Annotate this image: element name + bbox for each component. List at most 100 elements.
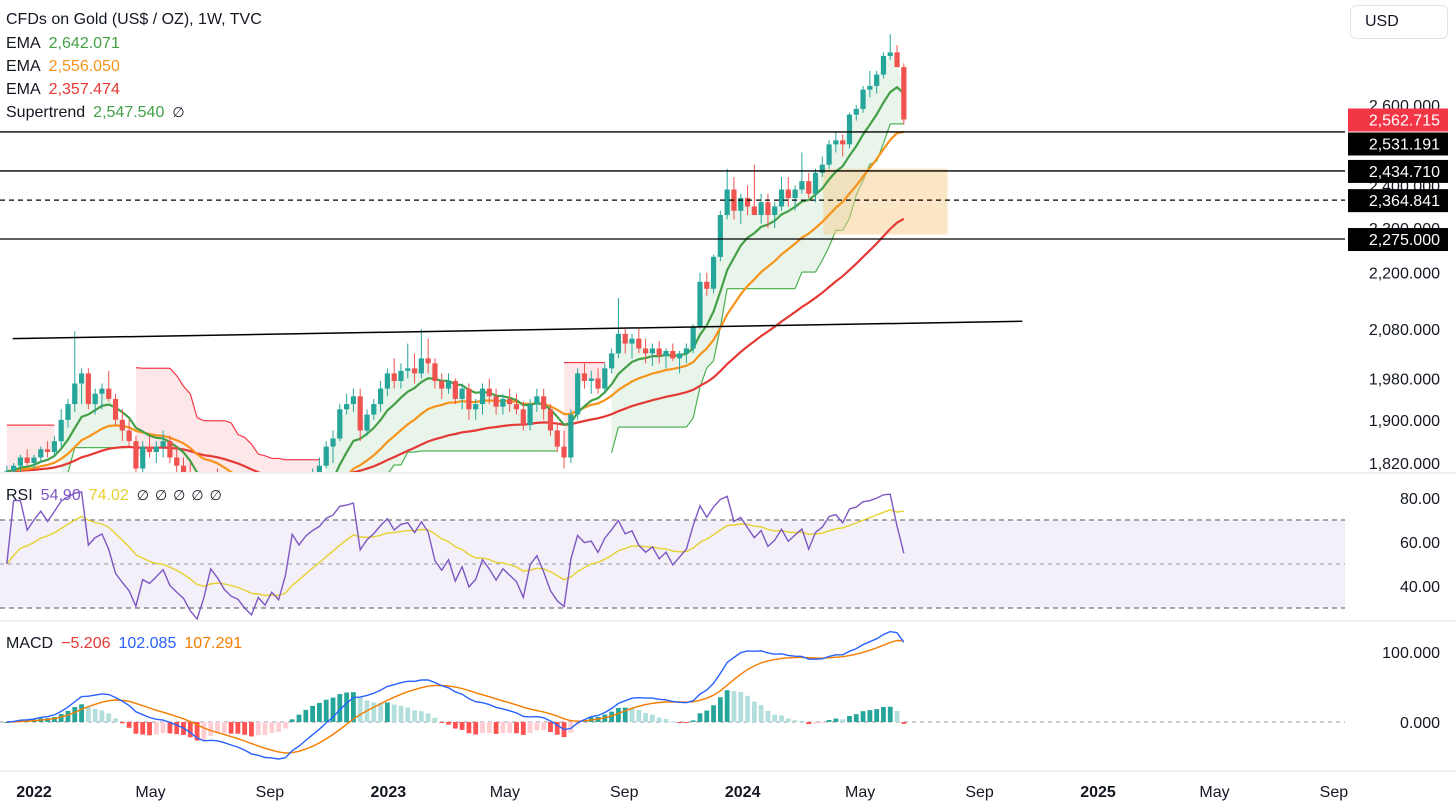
supertrend-line bbox=[388, 464, 395, 472]
candle-body bbox=[663, 350, 669, 356]
macd-histogram-bar bbox=[65, 710, 71, 722]
candle-body bbox=[146, 446, 153, 453]
currency-button[interactable]: USD bbox=[1350, 5, 1448, 39]
macd-histogram-bar bbox=[317, 702, 322, 722]
supertrend-line bbox=[414, 450, 422, 453]
supertrend-fill bbox=[638, 343, 646, 428]
macd-histogram-bar bbox=[656, 717, 662, 722]
legend-row-0[interactable]: EMA 2,642.071 bbox=[6, 32, 191, 55]
legend-row-1[interactable]: EMA 2,556.050 bbox=[6, 55, 191, 78]
supertrend-line bbox=[176, 375, 185, 387]
empty-set-icon: ∅ bbox=[172, 104, 185, 120]
macd-histogram-bar bbox=[235, 722, 241, 734]
candle-body bbox=[439, 380, 445, 389]
macd-histogram-bar bbox=[92, 709, 98, 722]
macd-histogram-bar bbox=[330, 697, 336, 722]
macd-histogram-bar bbox=[221, 722, 227, 734]
price-label-box bbox=[1348, 132, 1448, 156]
supertrend-line bbox=[258, 453, 266, 457]
macd-histogram-bar bbox=[153, 722, 159, 735]
macd-histogram-bar bbox=[344, 692, 349, 722]
macd-histogram-bar bbox=[459, 722, 465, 730]
candle-body bbox=[799, 181, 805, 190]
supertrend-fill bbox=[387, 377, 395, 472]
macd-histogram-bar bbox=[337, 694, 343, 722]
macd-tick-label: 100.000 bbox=[1382, 645, 1440, 662]
rsi-label: RSI bbox=[6, 487, 33, 504]
candle-body bbox=[384, 373, 390, 389]
macd-histogram-bar bbox=[126, 722, 132, 728]
candle-body bbox=[656, 348, 662, 356]
candle-body bbox=[201, 505, 206, 519]
candle-body bbox=[880, 56, 887, 75]
macd-histogram-bar bbox=[758, 705, 764, 722]
candle-body bbox=[534, 396, 540, 405]
supertrend-fill bbox=[672, 354, 680, 428]
supertrend-line bbox=[712, 326, 721, 361]
candle-body bbox=[11, 465, 17, 472]
supertrend-line bbox=[706, 360, 714, 369]
candle-body bbox=[92, 393, 98, 405]
candle-body bbox=[377, 388, 384, 405]
supertrend-fill bbox=[428, 360, 435, 451]
macd-histogram-bar bbox=[514, 722, 519, 734]
macd-histogram-bar bbox=[174, 722, 180, 735]
supertrend-fill bbox=[801, 185, 809, 273]
candle-body bbox=[792, 189, 798, 198]
candle-body bbox=[758, 202, 764, 216]
supertrend-fill bbox=[122, 425, 130, 448]
price-label-text: 2,531.191 bbox=[1369, 136, 1440, 153]
candle-body bbox=[840, 140, 846, 145]
macd-histogram-bar bbox=[255, 722, 261, 736]
price-label-text: 2,275.000 bbox=[1369, 232, 1440, 249]
legend-label: Supertrend bbox=[6, 104, 86, 121]
candle-body bbox=[901, 67, 907, 120]
macd-histogram-bar bbox=[738, 691, 744, 722]
supertrend-fill bbox=[536, 400, 544, 451]
supertrend-line bbox=[821, 246, 830, 261]
macd-label: MACD bbox=[6, 635, 54, 652]
candle-body bbox=[690, 326, 696, 349]
macd-line-value: 102.085 bbox=[118, 635, 177, 652]
candle-body bbox=[180, 465, 187, 472]
candle-body bbox=[343, 404, 350, 410]
candle-body bbox=[541, 396, 547, 410]
macd-histogram-bar bbox=[792, 720, 798, 722]
supertrend-line bbox=[692, 386, 701, 419]
candle-body bbox=[812, 172, 819, 194]
candle-body bbox=[581, 373, 588, 381]
supertrend-line bbox=[135, 367, 143, 369]
candle-body bbox=[303, 485, 308, 502]
supertrend-fill bbox=[142, 368, 150, 458]
macd-signal-value: 107.291 bbox=[184, 635, 243, 652]
supertrend-line bbox=[882, 123, 891, 144]
candle-body bbox=[425, 358, 431, 364]
candle-body bbox=[894, 52, 900, 68]
macd-histogram-bar bbox=[412, 710, 417, 722]
candle-body bbox=[629, 338, 635, 344]
supertrend-fill bbox=[251, 444, 259, 472]
macd-histogram-bar bbox=[677, 722, 682, 723]
price-label-box bbox=[1348, 108, 1448, 132]
macd-histogram-bar bbox=[724, 690, 730, 722]
macd-histogram-bar bbox=[663, 719, 669, 722]
macd-histogram-bar bbox=[303, 709, 309, 722]
time-tick-label: May bbox=[845, 784, 875, 801]
macd-histogram-bar bbox=[507, 722, 513, 734]
macd-histogram-bar bbox=[874, 709, 880, 722]
supertrend-fill bbox=[808, 183, 816, 273]
legend-row-3[interactable]: Supertrend 2,547.540 ∅ bbox=[6, 101, 191, 124]
candle-body bbox=[85, 373, 91, 405]
candle-body bbox=[683, 348, 689, 354]
macd-histogram-bar bbox=[636, 710, 642, 722]
candle-body bbox=[17, 457, 24, 466]
candle-body bbox=[704, 281, 710, 289]
legend-value: 2,556.050 bbox=[48, 58, 120, 75]
candle-body bbox=[819, 164, 825, 173]
macd-histogram-bar bbox=[51, 716, 57, 722]
candle-body bbox=[697, 281, 703, 327]
legend-row-2[interactable]: EMA 2,357.474 bbox=[6, 78, 191, 101]
time-tick-label: May bbox=[1199, 784, 1229, 801]
candle-body bbox=[411, 368, 418, 374]
